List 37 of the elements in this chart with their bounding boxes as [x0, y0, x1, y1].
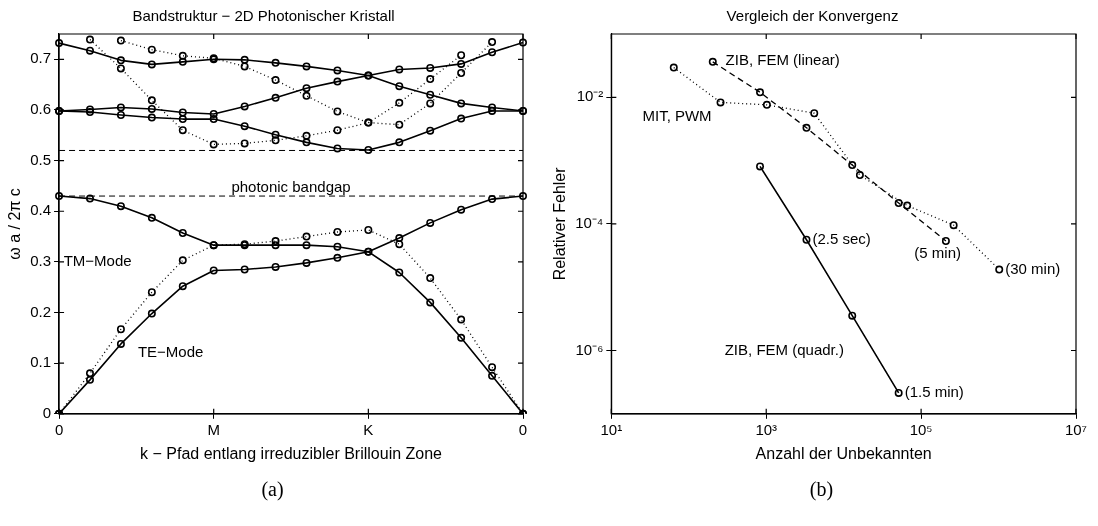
x-tick-label: 0: [54, 420, 64, 438]
y-tick-label: 0.4: [30, 201, 52, 219]
y-tick-label: 10⁻⁶: [575, 340, 604, 358]
x-tick-label: 0: [518, 420, 528, 438]
ref-line-label: photonic bandgap: [231, 177, 351, 195]
y-tick-label: 0.2: [30, 302, 52, 320]
y-tick-label: 10⁻²: [576, 87, 604, 105]
chart-title: Bandstruktur − 2D Photonischer Kristall: [132, 7, 395, 25]
y-tick-label: 0.5: [30, 150, 52, 168]
x-tick-label: 10⁵: [909, 420, 933, 438]
text: (b): [808, 478, 835, 501]
annotation: (1.5 min): [904, 383, 964, 401]
y-tick-label: 0.6: [30, 100, 52, 118]
chart-title: Vergleich der Konvergenz: [726, 7, 899, 25]
y-tick-label: 0.7: [30, 49, 52, 67]
annotation: TE−Mode: [137, 343, 204, 361]
y-tick-label: 10⁻⁴: [575, 214, 604, 232]
x-tick-label: 10⁷: [1064, 420, 1088, 438]
y-axis-title: ω a / 2π c: [6, 188, 24, 260]
y-tick-label: 0.3: [30, 252, 52, 270]
annotation: ZIB, FEM (linear): [725, 50, 840, 68]
x-tick-label: 10³: [755, 420, 778, 438]
x-axis-title: k − Pfad entlang irreduzibler Brillouin Zone: [140, 444, 443, 462]
y-axis-title: Relativer Fehler: [551, 166, 569, 281]
annotation: (30 min): [1005, 259, 1061, 277]
annotation: MIT, PWM: [642, 106, 712, 124]
y-tick-label: 0.1: [30, 353, 52, 371]
x-axis-title: Anzahl der Unbekannten: [755, 444, 932, 462]
annotation: ZIB, FEM (quadr.): [724, 340, 844, 358]
text: (a): [260, 478, 285, 501]
y-tick-label: 0: [42, 403, 52, 421]
x-tick-label: M: [207, 420, 220, 438]
annotation: (5 min): [914, 243, 961, 261]
annotation: (2.5 sec): [812, 229, 871, 247]
x-tick-label: 10¹: [600, 420, 623, 438]
x-tick-label: K: [363, 420, 374, 438]
annotation: TM−Mode: [63, 252, 132, 270]
